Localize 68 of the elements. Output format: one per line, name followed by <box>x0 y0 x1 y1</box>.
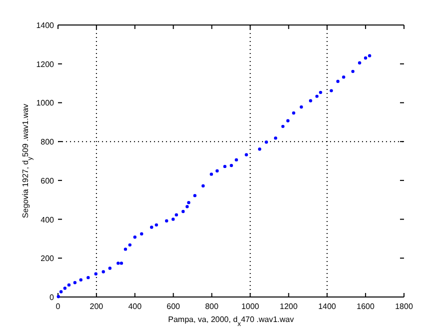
point <box>244 153 248 156</box>
point <box>286 119 290 122</box>
point <box>336 80 340 83</box>
point <box>300 105 303 109</box>
point <box>187 200 190 204</box>
point <box>368 54 372 58</box>
point <box>120 262 124 265</box>
point <box>94 272 98 276</box>
x-axis-title: Pampa, va, 2000, d$_{x}$470 .wav1.wav <box>168 315 294 328</box>
x-tick-label: 200 <box>90 302 104 311</box>
point <box>193 194 196 198</box>
point <box>318 90 322 94</box>
point <box>79 278 82 282</box>
point <box>172 218 175 221</box>
point <box>56 295 60 298</box>
x-tick-label: 1600 <box>356 302 376 311</box>
point <box>210 172 213 176</box>
point <box>165 219 168 222</box>
point <box>124 248 128 251</box>
point <box>274 136 278 140</box>
point <box>102 270 105 274</box>
point <box>281 124 284 128</box>
point <box>182 210 185 214</box>
x-tick-label: 1200 <box>280 302 298 311</box>
point <box>358 61 362 64</box>
y-tick-label: 0 <box>50 293 55 302</box>
point <box>59 290 63 294</box>
point <box>230 164 233 168</box>
point <box>264 140 268 144</box>
x-tick-label: 1400 <box>318 302 337 311</box>
y-tick-label: 800 <box>40 138 55 147</box>
y-tick-label: 600 <box>40 176 55 186</box>
y-tick-label: 400 <box>40 215 55 224</box>
point <box>154 223 158 227</box>
point <box>234 158 238 162</box>
point <box>86 276 90 280</box>
point <box>216 169 219 173</box>
x-tick-label: 400 <box>128 302 142 311</box>
x-tick-label: 800 <box>205 302 219 311</box>
point <box>330 89 333 92</box>
point <box>223 164 226 168</box>
point <box>351 70 354 74</box>
point <box>108 266 112 270</box>
point <box>308 99 312 102</box>
point <box>116 262 120 265</box>
point <box>342 75 346 79</box>
point <box>174 213 178 216</box>
y-tick-label: 1000 <box>36 98 55 108</box>
point <box>67 283 71 287</box>
point <box>202 184 205 188</box>
point <box>292 111 296 115</box>
y-tick-label: 1400 <box>36 21 55 30</box>
point <box>133 236 136 239</box>
x-tick-label: 0 <box>56 302 61 311</box>
x-tick-label: 1800 <box>395 302 414 311</box>
y-tick-label: 1200 <box>36 60 55 69</box>
point <box>63 286 67 290</box>
x-tick-label: 600 <box>166 302 181 311</box>
point <box>73 281 77 284</box>
point <box>150 226 154 229</box>
point <box>364 56 368 60</box>
point <box>258 148 262 151</box>
point <box>186 205 189 208</box>
x-tick-label: 1000 <box>241 302 260 311</box>
y-tick-label: 200 <box>40 254 55 264</box>
point <box>128 243 132 247</box>
point <box>140 232 144 236</box>
point <box>315 94 319 98</box>
